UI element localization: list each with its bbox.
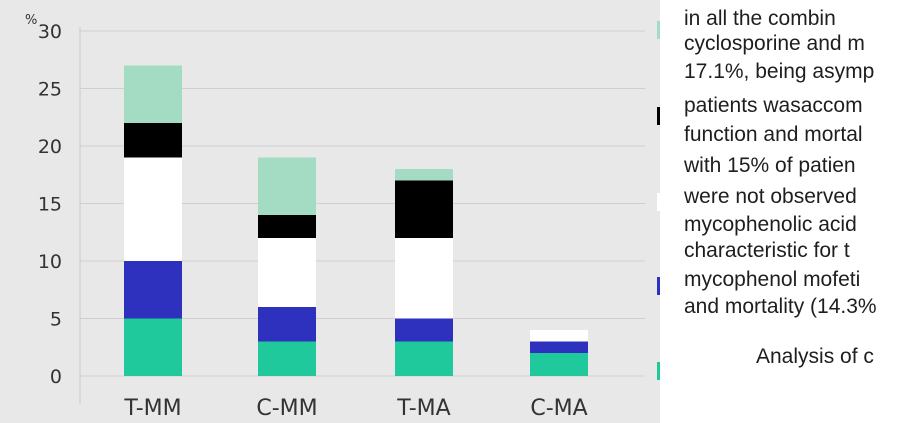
bar-segment <box>258 157 316 215</box>
bar-segment <box>258 307 316 342</box>
bar-segment <box>258 341 316 376</box>
legend-swatch <box>657 21 660 39</box>
y-tick-label: 30 <box>38 21 62 43</box>
overlay-text-line: characteristic for t <box>684 239 850 262</box>
legend-swatch <box>657 107 660 125</box>
overlay-text-line: cyclosporine and m <box>684 32 865 55</box>
x-category-label: C-MM <box>256 396 317 421</box>
bar-segment <box>124 65 182 123</box>
x-category-label: T-MA <box>396 396 450 421</box>
overlay-text-line: mycophenolic acid <box>684 213 857 236</box>
bar-segment <box>395 180 453 238</box>
overlay-text-line: Analysis of c <box>756 345 874 368</box>
overlay-text-line: function and mortal <box>684 123 863 146</box>
bar-segment <box>124 261 182 319</box>
bar-segment <box>395 238 453 319</box>
overlay-text-line: mycophenol mofeti <box>684 268 861 291</box>
x-category-label: T-MM <box>123 396 181 421</box>
overlay-text-line: with 15% of patien <box>684 154 856 177</box>
y-tick-label: 0 <box>50 366 62 388</box>
bar-segment <box>258 215 316 238</box>
y-unit-label: % <box>25 13 37 28</box>
y-tick-label: 10 <box>38 251 62 273</box>
overlay-text-line: were not observed <box>684 185 857 208</box>
bar-segment <box>124 318 182 376</box>
x-category-label: C-MA <box>530 396 587 421</box>
y-tick-label: 20 <box>38 136 62 158</box>
bar-segment <box>395 169 453 181</box>
overlapping-document-text: in all the combin cyclosporine and m 17.1%… <box>684 6 921 423</box>
y-tick-label: 15 <box>38 194 62 216</box>
bar-segment <box>395 341 453 376</box>
overlay-text-line: in all the combin <box>684 7 836 30</box>
bar-segment <box>530 330 588 342</box>
legend-swatch <box>657 277 660 295</box>
y-tick-label: 25 <box>38 79 62 101</box>
y-tick-label: 5 <box>50 309 62 331</box>
bar-segment <box>395 318 453 342</box>
bar-segment <box>258 238 316 307</box>
bar-segment <box>124 157 182 261</box>
overlay-text-line: patients wasaccom <box>684 94 863 117</box>
overlay-text-line: 17.1%, being asymp <box>684 60 875 83</box>
overlay-text-line: and mortality (14.3% <box>684 295 877 318</box>
bar-segment <box>530 341 588 353</box>
legend-swatch <box>657 362 660 380</box>
legend-swatch <box>657 193 660 211</box>
bar-segment <box>124 123 182 158</box>
bar-segment <box>530 353 588 376</box>
